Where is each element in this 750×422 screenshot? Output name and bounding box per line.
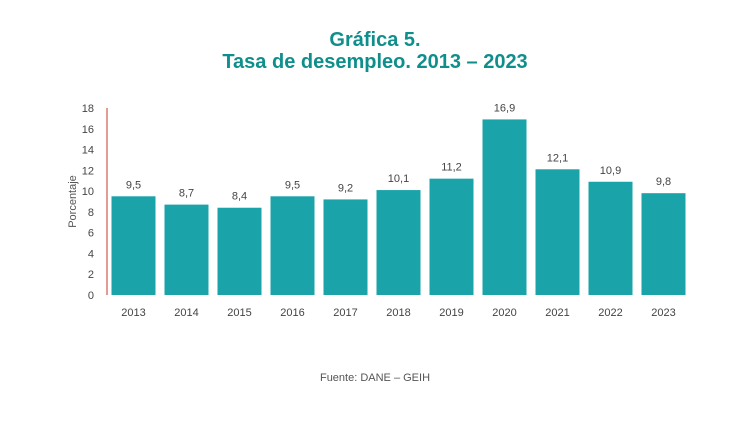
x-tick-label: 2014 [174, 307, 198, 319]
x-tick-label: 2016 [280, 307, 304, 319]
x-tick-label: 2018 [386, 307, 410, 319]
bar [164, 204, 209, 295]
data-label: 8,7 [179, 188, 194, 200]
x-tick-label: 2022 [598, 307, 622, 319]
data-label: 9,5 [126, 179, 141, 191]
data-label: 16,9 [494, 102, 515, 114]
y-axis-label: Porcentaje [67, 175, 79, 228]
y-tick-label: 18 [82, 103, 94, 115]
y-tick-label: 2 [88, 269, 94, 281]
x-tick-label: 2015 [227, 307, 251, 319]
y-tick-label: 0 [88, 290, 94, 302]
y-tick-label: 14 [82, 145, 94, 157]
x-tick-label: 2017 [333, 307, 357, 319]
y-tick-label: 8 [88, 207, 94, 219]
bar [323, 199, 368, 295]
data-label: 9,8 [656, 176, 671, 188]
bar [588, 181, 633, 295]
y-tick-label: 10 [82, 186, 94, 198]
bar [217, 207, 262, 295]
data-label: 8,4 [232, 191, 247, 203]
data-label: 9,5 [285, 179, 300, 191]
y-tick-label: 4 [88, 248, 94, 260]
bar [270, 196, 315, 295]
x-tick-label: 2021 [545, 307, 569, 319]
data-label: 10,9 [600, 165, 621, 177]
data-label: 12,1 [547, 152, 568, 164]
bar [429, 178, 474, 295]
x-tick-label: 2023 [651, 307, 675, 319]
bar [641, 193, 686, 295]
data-label: 10,1 [388, 173, 409, 185]
y-tick-label: 12 [82, 165, 94, 177]
data-label: 9,2 [338, 182, 353, 194]
bar [111, 196, 156, 295]
y-tick-label: 16 [82, 124, 94, 136]
x-tick-label: 2019 [439, 307, 463, 319]
y-tick-label: 6 [88, 228, 94, 240]
x-tick-label: 2020 [492, 307, 516, 319]
data-label: 11,2 [441, 162, 462, 174]
chart-source: Fuente: DANE – GEIH [319, 372, 431, 384]
bar [482, 119, 527, 295]
x-tick-label: 2013 [121, 307, 145, 319]
chart-subtitle: Tasa de desempleo. 2013 – 2023 [222, 51, 528, 73]
bar [535, 169, 580, 295]
chart-title: Gráfica 5. [329, 29, 421, 51]
bar [376, 190, 421, 295]
